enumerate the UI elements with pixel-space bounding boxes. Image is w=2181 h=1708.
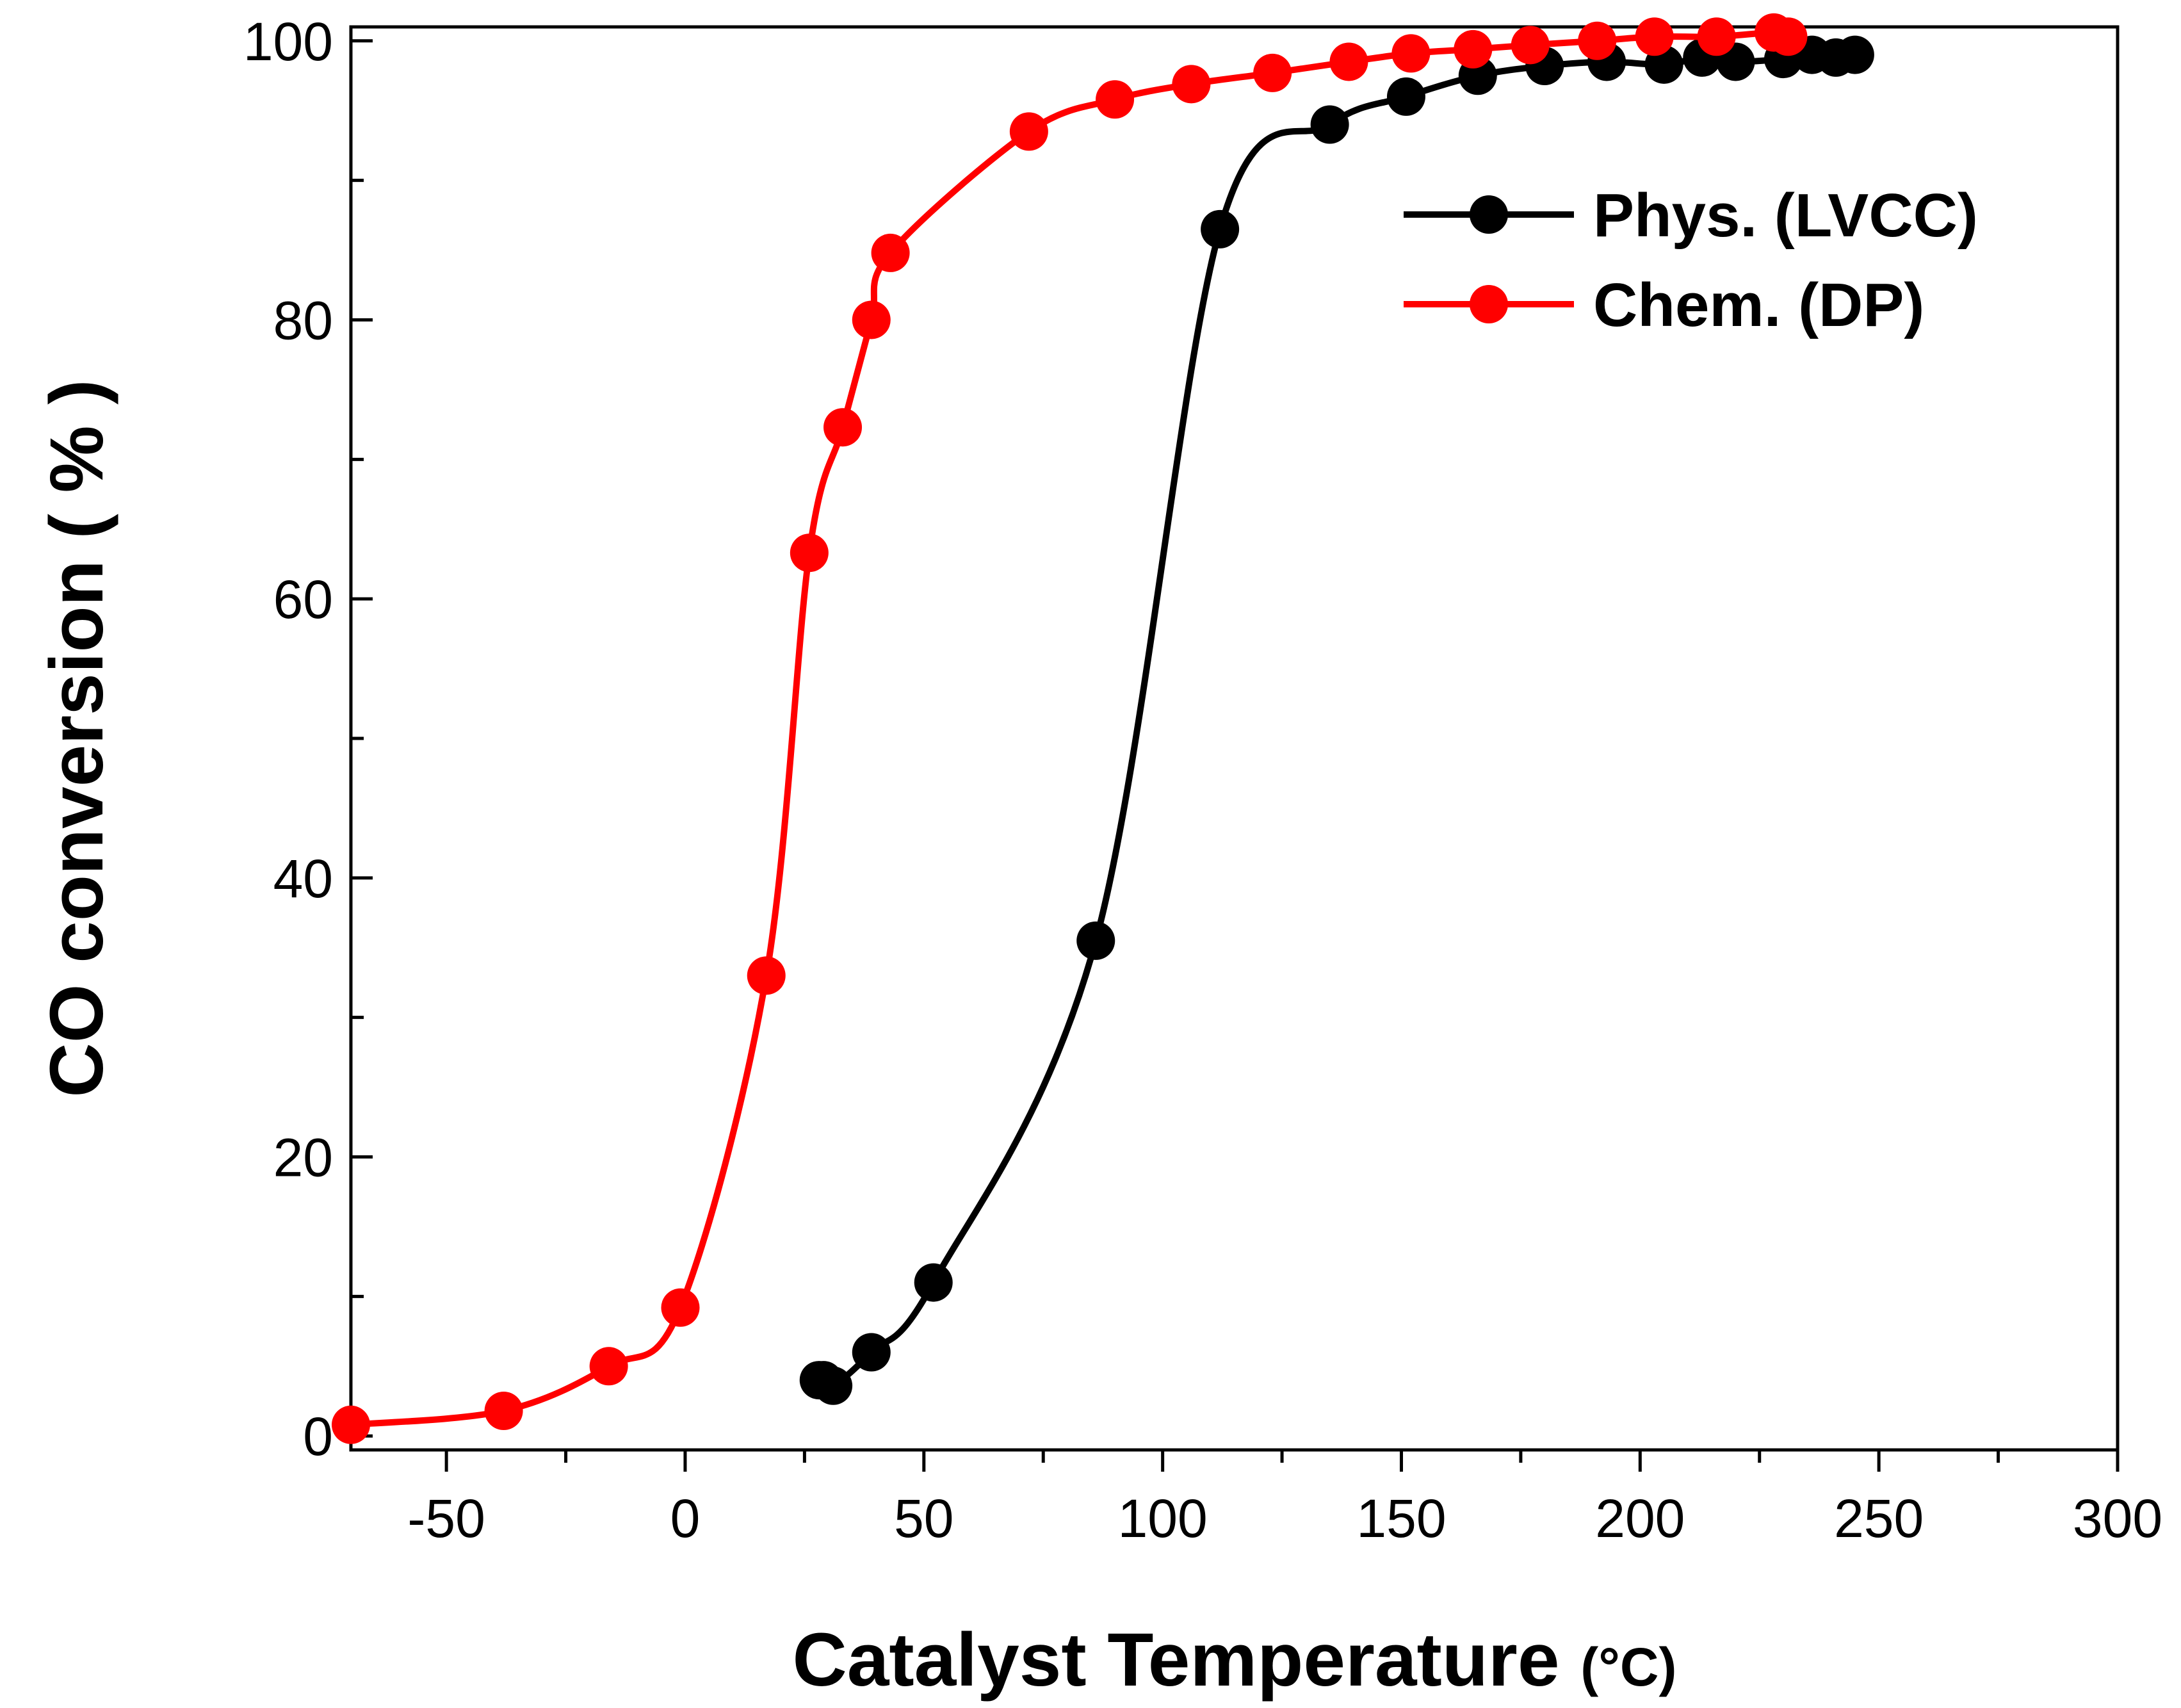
y-tick-label: 60 [273, 569, 333, 630]
x-tick-label: 300 [2073, 1488, 2162, 1549]
data-point-chem-dp [1635, 17, 1674, 56]
data-point-phys-lvcc [914, 1263, 953, 1302]
data-point-phys-lvcc [814, 1366, 853, 1405]
plot-area [332, 13, 1874, 1444]
data-point-chem-dp [747, 956, 786, 995]
legend-label-phys-lvcc: Phys. (LVCC) [1593, 181, 1978, 250]
data-point-chem-dp [332, 1405, 370, 1444]
legend: Phys. (LVCC) Chem. (DP) [1404, 181, 1978, 339]
data-point-chem-dp [823, 408, 863, 447]
data-point-chem-dp [852, 300, 891, 339]
data-point-chem-dp [1329, 42, 1368, 81]
data-point-phys-lvcc [1310, 105, 1349, 144]
data-point-chem-dp [1511, 26, 1550, 65]
x-tick-label: 250 [1834, 1488, 1924, 1549]
y-tick-label: 100 [243, 12, 333, 72]
data-point-chem-dp [589, 1347, 628, 1386]
legend-marker-phys-lvcc [1470, 195, 1508, 234]
y-axis-title: CO conversion ( % ) [35, 379, 119, 1097]
y-tick-label: 20 [273, 1128, 333, 1188]
legend-label-chem-dp: Chem. (DP) [1593, 271, 1924, 339]
data-point-chem-dp [1253, 53, 1292, 92]
data-point-phys-lvcc [1076, 921, 1115, 960]
y-tick-label: 80 [273, 290, 333, 350]
x-tick-label: 50 [894, 1488, 953, 1549]
data-point-chem-dp [484, 1392, 523, 1431]
data-point-chem-dp [1769, 17, 1808, 56]
legend-marker-chem-dp [1470, 285, 1508, 323]
x-tick-label: 100 [1118, 1488, 1208, 1549]
data-point-chem-dp [1009, 112, 1048, 151]
data-point-phys-lvcc [852, 1333, 891, 1372]
x-axis-title: Catalyst Temperature (°C) [793, 1618, 1677, 1702]
data-point-chem-dp [1454, 29, 1493, 69]
x-axis-ticks: -50 0 50 100 150 200 250 300 [407, 1450, 2162, 1549]
x-tick-label: -50 [407, 1488, 485, 1549]
data-point-chem-dp [1172, 65, 1211, 104]
x-tick-label: 0 [670, 1488, 701, 1549]
data-point-phys-lvcc [1835, 35, 1874, 74]
y-tick-label: 40 [273, 849, 333, 909]
data-point-chem-dp [1697, 17, 1736, 56]
data-point-chem-dp [1578, 21, 1617, 60]
data-point-chem-dp [661, 1288, 700, 1327]
data-point-chem-dp [1391, 34, 1431, 73]
x-tick-label: 200 [1595, 1488, 1685, 1549]
plot-frame [349, 25, 2120, 1452]
data-point-phys-lvcc [1386, 77, 1425, 116]
x-tick-label: 150 [1356, 1488, 1446, 1549]
data-point-phys-lvcc [1201, 209, 1240, 248]
data-point-chem-dp [1096, 80, 1135, 119]
data-point-chem-dp [790, 533, 829, 573]
y-axis-ticks: 0 20 40 60 80 100 [243, 12, 373, 1467]
y-tick-label: 0 [303, 1406, 333, 1467]
data-point-chem-dp [871, 233, 910, 272]
